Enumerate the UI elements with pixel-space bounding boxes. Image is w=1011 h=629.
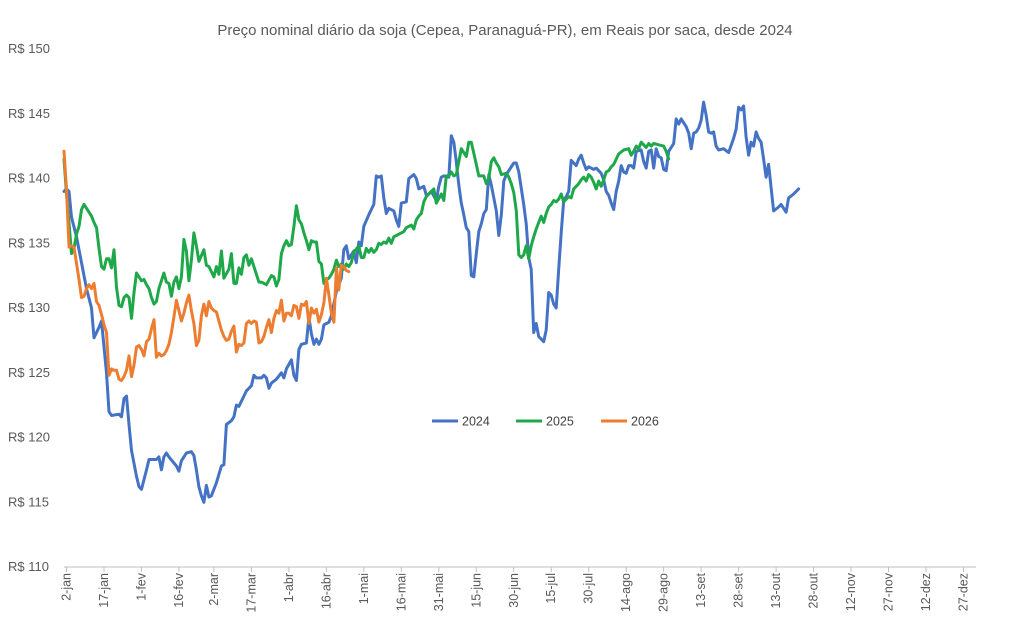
series-line-2025 [62, 140, 671, 320]
y-tick-label: R$ 130 [8, 300, 50, 315]
legend-label-2026: 2026 [631, 415, 659, 429]
y-tick-label: R$ 150 [8, 41, 50, 56]
x-tick-label: 30-jul [582, 573, 596, 604]
y-tick-label: R$ 115 [8, 494, 49, 509]
x-tick-label: 12-nov [844, 572, 858, 611]
x-tick-label: 2-mar [207, 573, 221, 606]
series-line-2024 [62, 100, 801, 504]
series-line-2026 [62, 149, 351, 382]
x-tick-label: 15-jul [544, 573, 558, 604]
x-tick-label: 1-abr [282, 573, 296, 602]
x-axis: 2-jan 17-jan 1-fev 16-fev 2-mar 17-mar 1-abr 16… [59, 566, 976, 613]
y-tick-label: R$ 135 [8, 235, 50, 250]
legend-label-2024: 2024 [462, 415, 490, 429]
x-tick-label: 1-fev [134, 572, 148, 601]
x-tick-label: 15-jun [469, 573, 483, 608]
legend: 2024 2025 2026 [432, 415, 659, 429]
y-tick-label: R$ 125 [8, 365, 50, 380]
x-tick-label: 30-jun [507, 573, 521, 608]
x-tick-label: 17-jan [97, 573, 111, 608]
x-tick-label: 27-nov [882, 572, 896, 611]
y-tick-label: R$ 145 [8, 106, 50, 121]
x-tick-label: 13-out [769, 572, 783, 608]
y-axis: R$ 110 R$ 115 R$ 120 R$ 125 R$ 130 R$ 135 R$ 1… [8, 41, 50, 574]
x-tick-label: 16-fev [172, 572, 186, 607]
x-tick-label: 17-mar [244, 573, 258, 613]
y-tick-label: R$ 120 [8, 430, 50, 445]
y-tick-label: R$ 140 [8, 171, 50, 186]
x-tick-label: 28-out [807, 572, 821, 608]
chart-title: Preço nominal diário da soja (Cepea, Par… [217, 22, 792, 39]
x-tick-label: 16-abr [319, 573, 333, 609]
y-tick-label: R$ 110 [8, 559, 49, 574]
x-tick-label: 16-mai [394, 573, 408, 611]
x-tick-label: 27-dez [957, 573, 971, 611]
x-tick-label: 28-set [732, 572, 746, 607]
x-tick-label: 1-mai [357, 573, 371, 604]
x-tick-label: 29-ago [657, 573, 671, 612]
x-tick-label: 13-set [694, 572, 708, 607]
x-tick-label: 2-jan [59, 573, 73, 601]
legend-label-2025: 2025 [546, 415, 574, 429]
x-tick-label: 31-mai [432, 573, 446, 611]
series-layer [62, 100, 801, 504]
x-tick-label: 12-dez [919, 573, 933, 611]
x-tick-label: 14-ago [619, 573, 633, 612]
